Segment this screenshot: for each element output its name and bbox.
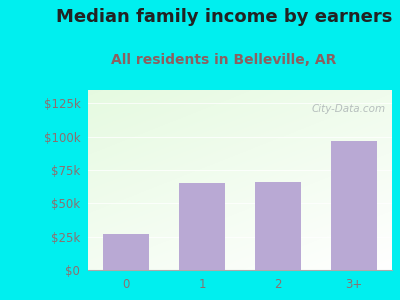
Text: All residents in Belleville, AR: All residents in Belleville, AR	[111, 52, 337, 67]
Bar	[331, 141, 377, 270]
Text: City-Data.com: City-Data.com	[312, 104, 386, 114]
Bar	[103, 234, 149, 270]
Bar	[179, 183, 225, 270]
Bar	[255, 182, 301, 270]
Text: Median family income by earners: Median family income by earners	[56, 8, 392, 26]
